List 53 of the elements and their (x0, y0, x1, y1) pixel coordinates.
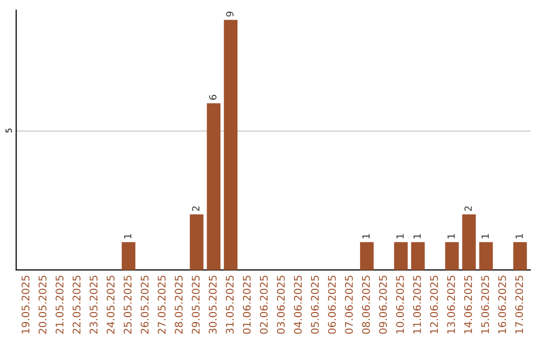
data-label: 2 (464, 206, 472, 211)
bar (411, 242, 425, 270)
x-tick-label: 10.06.2025 (396, 276, 404, 334)
bar (224, 20, 238, 270)
x-tick-label: 09.06.2025 (379, 276, 387, 334)
x-tick-label: 23.05.2025 (90, 276, 98, 334)
bar (513, 242, 527, 270)
data-label: 6 (209, 94, 216, 100)
x-tick-label: 12.06.2025 (430, 276, 438, 334)
x-tick-label: 19.05.2025 (22, 276, 30, 334)
bar (122, 242, 136, 270)
data-label: 1 (516, 234, 523, 238)
x-tick-label: 26.05.2025 (140, 276, 149, 334)
x-tick-label: 29.05.2025 (192, 276, 200, 334)
x-tick-label: 25.05.2025 (124, 276, 132, 334)
data-label: 1 (414, 234, 421, 238)
x-tick-label: 14.06.2025 (464, 276, 472, 334)
data-label: 1 (362, 234, 370, 238)
data-label: 2 (192, 206, 200, 211)
bar (190, 214, 204, 270)
x-tick-label: 13.06.2025 (447, 276, 455, 334)
x-tick-label: 02.06.2025 (260, 276, 268, 334)
x-tick-label: 30.05.2025 (208, 276, 217, 334)
x-tick-label: 11.06.2025 (413, 276, 421, 334)
x-tick-label: 21.05.2025 (56, 276, 64, 334)
x-tick-label: 17.06.2025 (515, 276, 524, 334)
x-tick-label: 22.05.2025 (72, 276, 81, 334)
bar (479, 242, 493, 270)
y-tick-label: 5 (6, 128, 12, 133)
x-tick-label: 07.06.2025 (344, 276, 353, 334)
bar (445, 242, 459, 270)
x-tick-label: 03.06.2025 (276, 276, 285, 334)
data-label: 1 (448, 234, 455, 238)
x-tick-label: 05.06.2025 (310, 276, 319, 334)
data-label: 1 (124, 234, 132, 238)
bar (462, 214, 476, 270)
x-tick-label: 20.05.2025 (38, 276, 46, 334)
x-tick-label: 08.06.2025 (362, 276, 370, 334)
bar (206, 103, 220, 270)
x-tick-label: 31.05.2025 (226, 276, 234, 334)
x-tick-label: 06.06.2025 (328, 276, 336, 334)
x-tick-label: 04.06.2025 (294, 276, 302, 334)
x-tick-label: 27.05.2025 (158, 276, 166, 334)
data-label: 1 (482, 234, 489, 238)
bar (394, 242, 408, 270)
x-tick-label: 24.05.2025 (106, 276, 115, 334)
x-tick-label: 28.05.2025 (174, 276, 183, 334)
x-tick-label: 01.06.2025 (242, 276, 251, 334)
data-label: 9 (226, 12, 234, 17)
x-tick-label: 16.06.2025 (498, 276, 506, 334)
x-tick-label: 15.06.2025 (481, 276, 490, 334)
data-label: 1 (396, 234, 404, 238)
bar (360, 242, 374, 270)
